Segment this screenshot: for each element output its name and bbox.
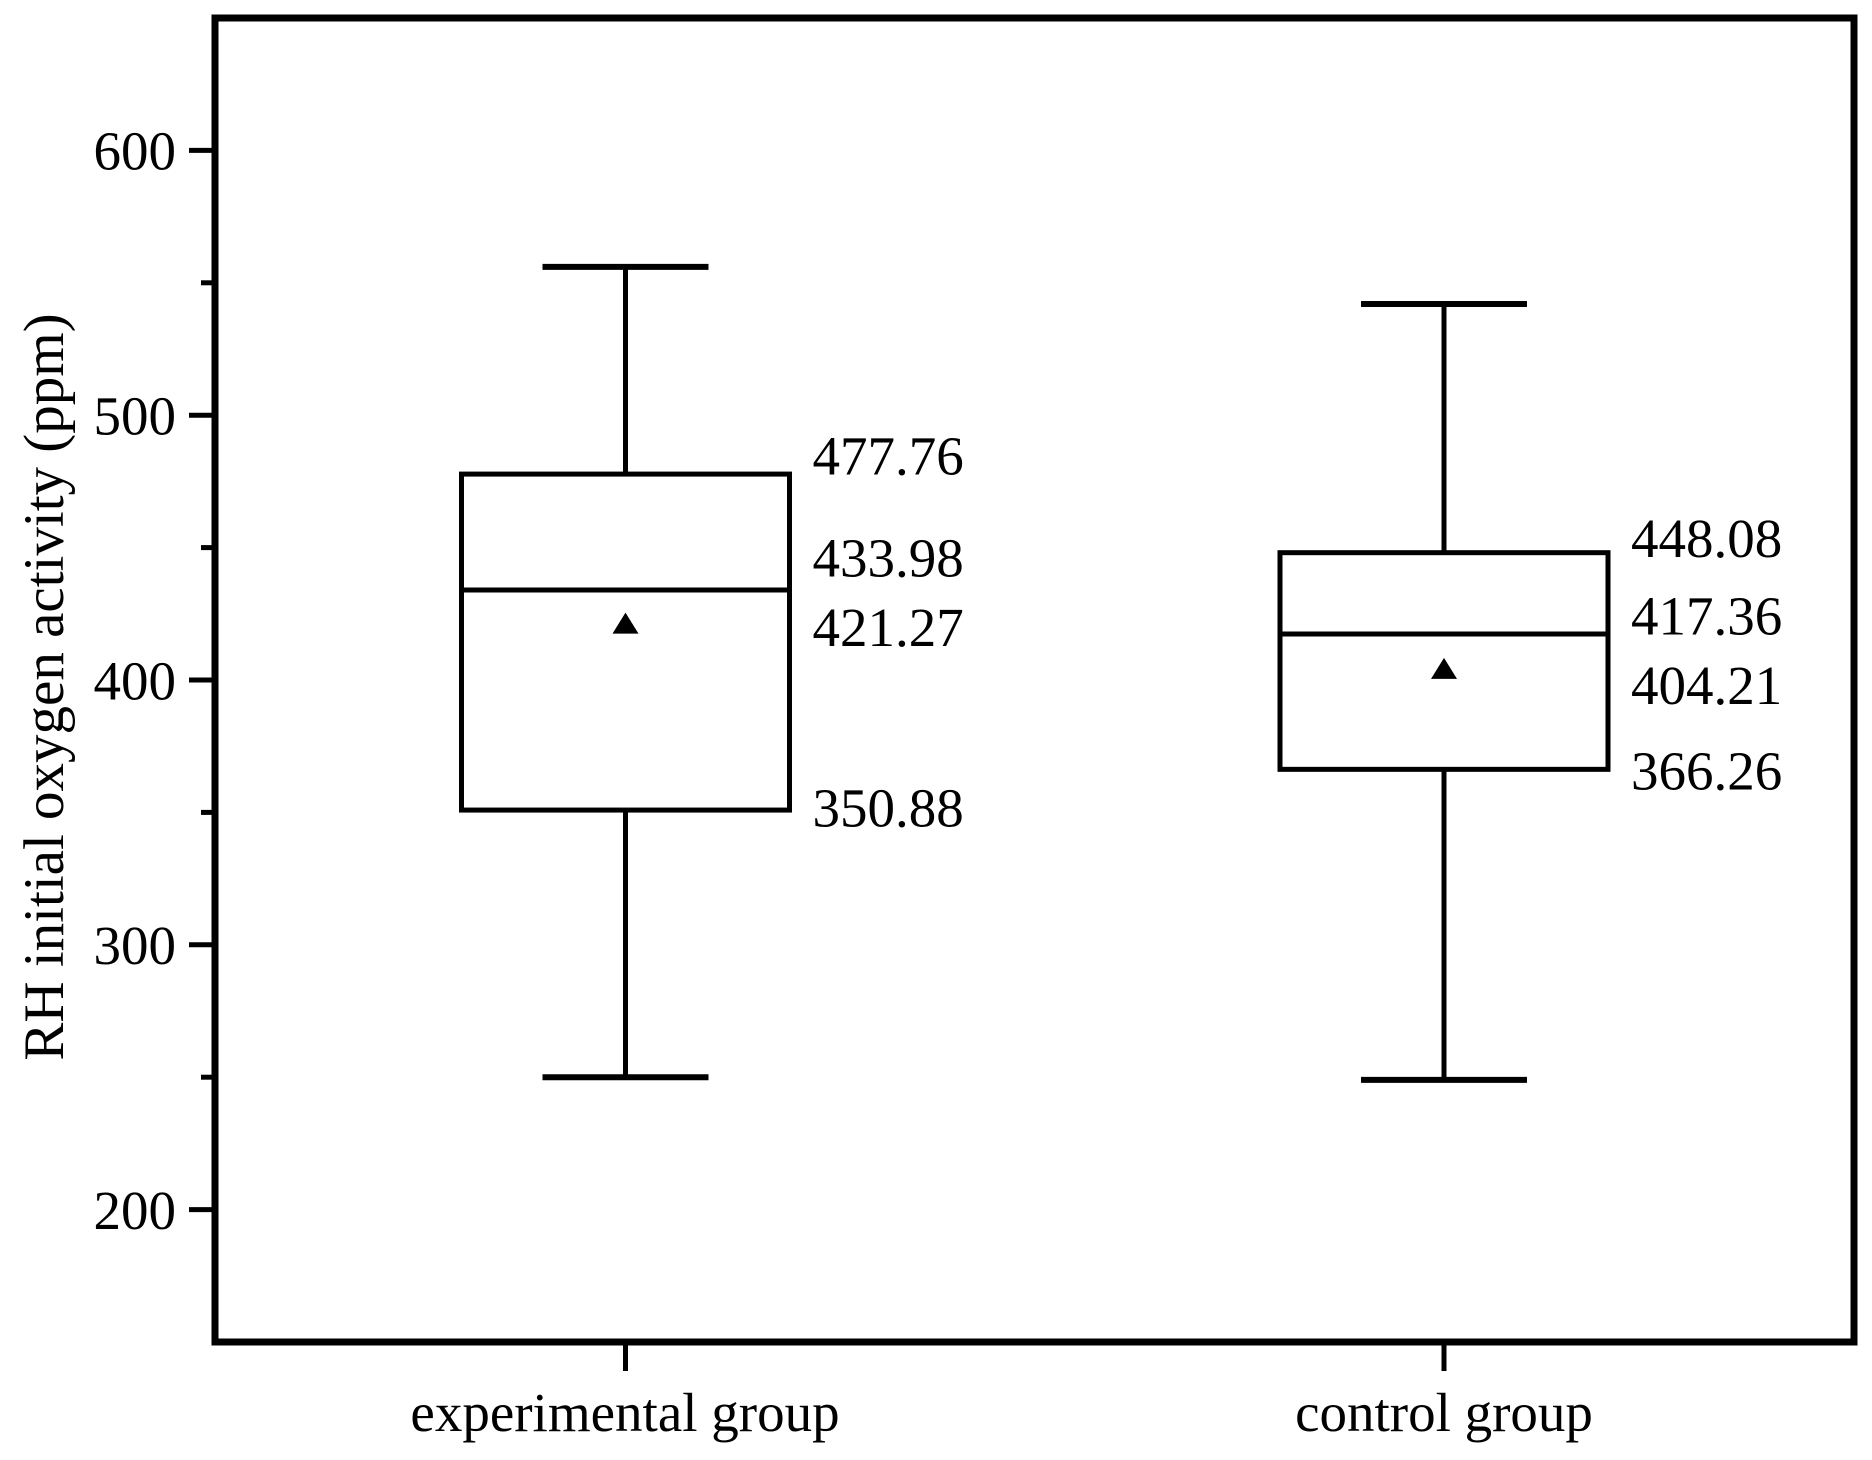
value-label-mean-experimental: 421.27 bbox=[813, 597, 964, 658]
y-tick-label-200: 200 bbox=[94, 1180, 177, 1241]
value-label-q1-control: 366.26 bbox=[1631, 741, 1782, 802]
y-tick-label-500: 500 bbox=[94, 385, 177, 446]
value-label-q3-experimental: 477.76 bbox=[813, 425, 964, 486]
value-label-median-experimental: 433.98 bbox=[813, 527, 964, 588]
value-label-mean-control: 404.21 bbox=[1631, 655, 1782, 716]
y-tick-label-600: 600 bbox=[94, 121, 177, 182]
mean-marker-icon-experimental bbox=[612, 612, 639, 634]
y-tick-label-400: 400 bbox=[94, 650, 177, 711]
plot-frame bbox=[211, 14, 1858, 1346]
x-category-label-control-group: control group bbox=[1295, 1382, 1593, 1443]
iqr-box-experimental bbox=[459, 471, 792, 813]
value-label-q1-experimental: 350.88 bbox=[813, 777, 964, 838]
mean-marker-icon-control bbox=[1431, 657, 1457, 679]
value-label-q3-control: 448.08 bbox=[1631, 508, 1782, 569]
y-axis-title: RH initial oxygen activity (ppm) bbox=[13, 313, 76, 1061]
x-category-label-experimental-group: experimental group bbox=[410, 1382, 840, 1443]
y-tick-label-300: 300 bbox=[94, 915, 177, 976]
value-label-median-control: 417.36 bbox=[1631, 585, 1782, 646]
